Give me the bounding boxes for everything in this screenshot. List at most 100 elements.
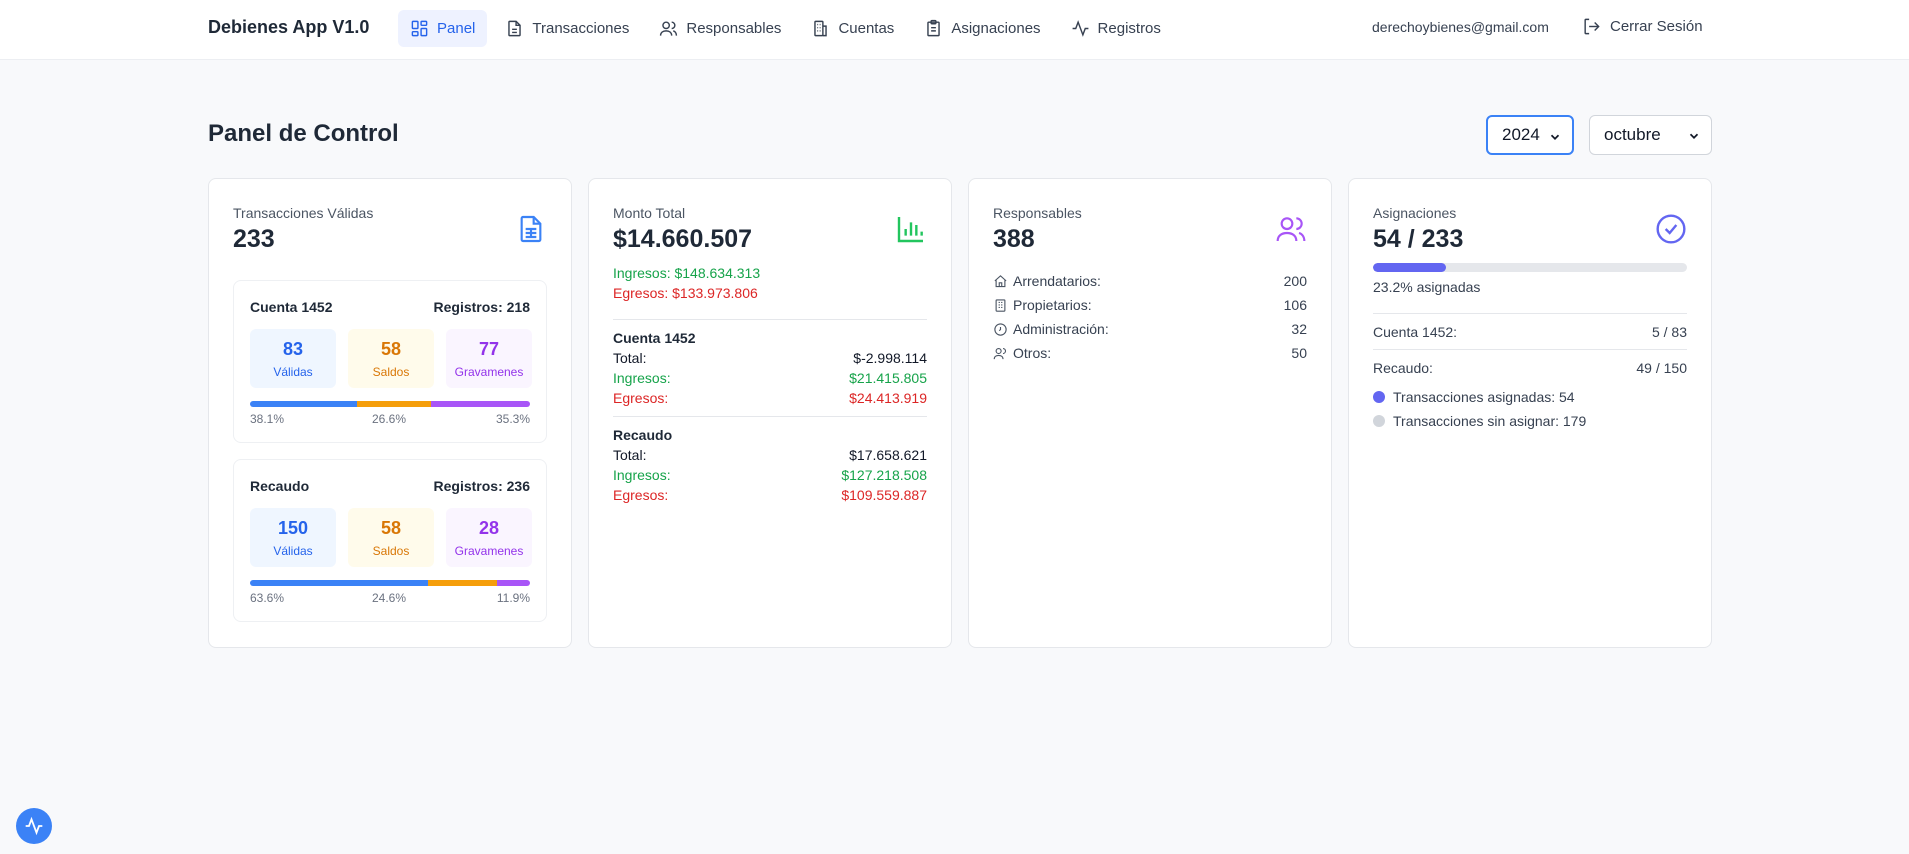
distribution-bar	[250, 401, 530, 407]
divider	[1373, 349, 1687, 350]
row-value: 50	[1291, 345, 1307, 361]
row-label: Administración:	[1013, 321, 1109, 337]
activity-fab-button[interactable]	[16, 808, 52, 844]
card-value: 54 / 233	[1373, 225, 1464, 253]
cuenta-title: Cuenta 1452	[613, 330, 927, 346]
progress-text-row: 23.2% asignadas	[1373, 279, 1687, 295]
recaudo-ingresos-row: Ingresos: $127.218.508	[613, 467, 927, 483]
nav-item-transacciones[interactable]: Transacciones	[493, 10, 641, 47]
tile-number: 83	[282, 339, 304, 359]
divider	[1373, 313, 1687, 314]
card-value: 388	[993, 225, 1035, 253]
tile-number: 58	[380, 518, 402, 538]
nav-item-panel[interactable]: Panel	[398, 10, 488, 47]
row-value: $17.658.621	[849, 447, 927, 463]
responsable-row-arrendatarios: Arrendatarios: 200	[993, 273, 1307, 289]
sub-title: Cuenta 1452	[250, 299, 333, 315]
gravamenes-tile: 77 Gravamenes	[446, 329, 532, 388]
pct-gravamenes: 35.3%	[495, 412, 530, 426]
nav-item-responsables[interactable]: Responsables	[647, 10, 793, 47]
row-value: 49 / 150	[1636, 360, 1687, 376]
responsable-row-administracion: Administración: 32	[993, 321, 1307, 337]
cuenta-1452-panel: Cuenta 1452 Registros: 218 83 Válidas 58 S…	[233, 280, 547, 443]
asignaciones-progress-bar	[1373, 263, 1687, 272]
logout-icon	[1584, 18, 1600, 35]
section-title: Cuenta 1452	[613, 330, 696, 346]
legend-asignadas: Transacciones asignadas: 54	[1373, 389, 1575, 405]
tile-number: 58	[380, 339, 402, 359]
row-value: 106	[1283, 297, 1307, 313]
registros-count: Registros: 218	[433, 299, 530, 315]
responsable-row-otros: Otros: 50	[993, 345, 1307, 361]
legend-dot	[1373, 415, 1385, 427]
check-circle-icon	[1656, 214, 1686, 244]
progress-fill	[1373, 263, 1446, 272]
tile-label: Gravamenes	[454, 544, 524, 558]
row-value: $127.218.508	[841, 467, 927, 483]
bar-segment-validas	[250, 401, 357, 407]
egresos-total: Egresos: $133.973.806	[613, 285, 927, 301]
logout-label: Cerrar Sesión	[1610, 18, 1703, 35]
nav-item-cuentas[interactable]: Cuentas	[799, 10, 906, 47]
users-icon	[660, 21, 678, 36]
chevron-down-icon	[1689, 133, 1699, 139]
registros-count: Registros: 236	[433, 478, 530, 494]
document-icon	[508, 20, 522, 37]
distribution-bar	[250, 580, 530, 586]
top-navbar: Debienes App V1.0 Panel Transacciones Re…	[0, 0, 1909, 60]
ingresos-total: Ingresos: $148.634.313	[613, 265, 927, 281]
nav-item-label: Cuentas	[838, 20, 895, 37]
logout-button[interactable]: Cerrar Sesión	[1582, 17, 1703, 36]
nav-item-label: Responsables	[686, 20, 782, 37]
card-label: Asignaciones	[1373, 205, 1457, 221]
validas-tile: 150 Válidas	[250, 508, 336, 567]
year-select[interactable]: 2024	[1486, 115, 1574, 155]
ingresos-text: Ingresos: $148.634.313	[613, 265, 761, 281]
saldos-tile: 58 Saldos	[348, 508, 434, 567]
tile-label: Gravamenes	[454, 365, 524, 379]
users-icon	[993, 347, 1007, 359]
activity-icon	[25, 816, 43, 836]
pct-saldos: 24.6%	[372, 591, 407, 605]
month-select[interactable]: octubre	[1589, 115, 1712, 155]
nav-menu: Panel Transacciones Responsables Cuentas…	[398, 10, 1173, 47]
sub-title: Recaudo	[250, 478, 310, 494]
row-label: Otros:	[1013, 345, 1052, 361]
row-label-group: Arrendatarios:	[993, 273, 1101, 289]
document-icon	[520, 215, 542, 243]
nav-item-registros[interactable]: Registros	[1059, 10, 1173, 47]
dashboard-icon	[411, 20, 428, 37]
page-title: Panel de Control	[208, 120, 399, 147]
row-value: $-2.998.114	[853, 350, 927, 366]
circle-icon	[994, 322, 1007, 336]
section-title: Recaudo	[613, 427, 673, 443]
row-label: Cuenta 1452:	[1373, 324, 1458, 340]
tile-label: Saldos	[372, 544, 410, 558]
row-value: $109.559.887	[841, 487, 927, 503]
tile-number: 150	[277, 518, 309, 538]
building-icon	[814, 20, 828, 37]
divider	[613, 416, 927, 417]
pct-gravamenes: 11.9%	[496, 591, 530, 605]
users-icon	[1276, 217, 1306, 242]
row-label: Egresos:	[613, 390, 669, 406]
row-value: 200	[1283, 273, 1307, 289]
tile-label: Válidas	[273, 365, 313, 379]
clipboard-icon	[927, 19, 941, 37]
row-value: $21.415.805	[849, 370, 927, 386]
home-icon	[994, 274, 1007, 287]
nav-item-label: Panel	[437, 20, 476, 37]
pct-validas: 63.6%	[250, 591, 285, 605]
row-label: Ingresos:	[613, 370, 671, 386]
app-brand[interactable]: Debienes App V1.0	[208, 17, 370, 37]
bar-segment-saldos	[427, 580, 497, 586]
row-label: Propietarios:	[1013, 297, 1092, 313]
gravamenes-tile: 28 Gravamenes	[446, 508, 532, 567]
card-label: Transacciones Válidas	[233, 205, 374, 221]
egresos-text: Egresos: $133.973.806	[613, 285, 758, 301]
nav-item-asignaciones[interactable]: Asignaciones	[912, 10, 1052, 47]
cuenta-ingresos-row: Ingresos: $21.415.805	[613, 370, 927, 386]
responsables-card: Responsables 388 Arrendatarios: 200 Prop…	[968, 178, 1332, 648]
transacciones-card: Transacciones Válidas 233 Cuenta 1452 Re…	[208, 178, 572, 648]
recaudo-asignaciones-row: Recaudo: 49 / 150	[1373, 360, 1687, 376]
